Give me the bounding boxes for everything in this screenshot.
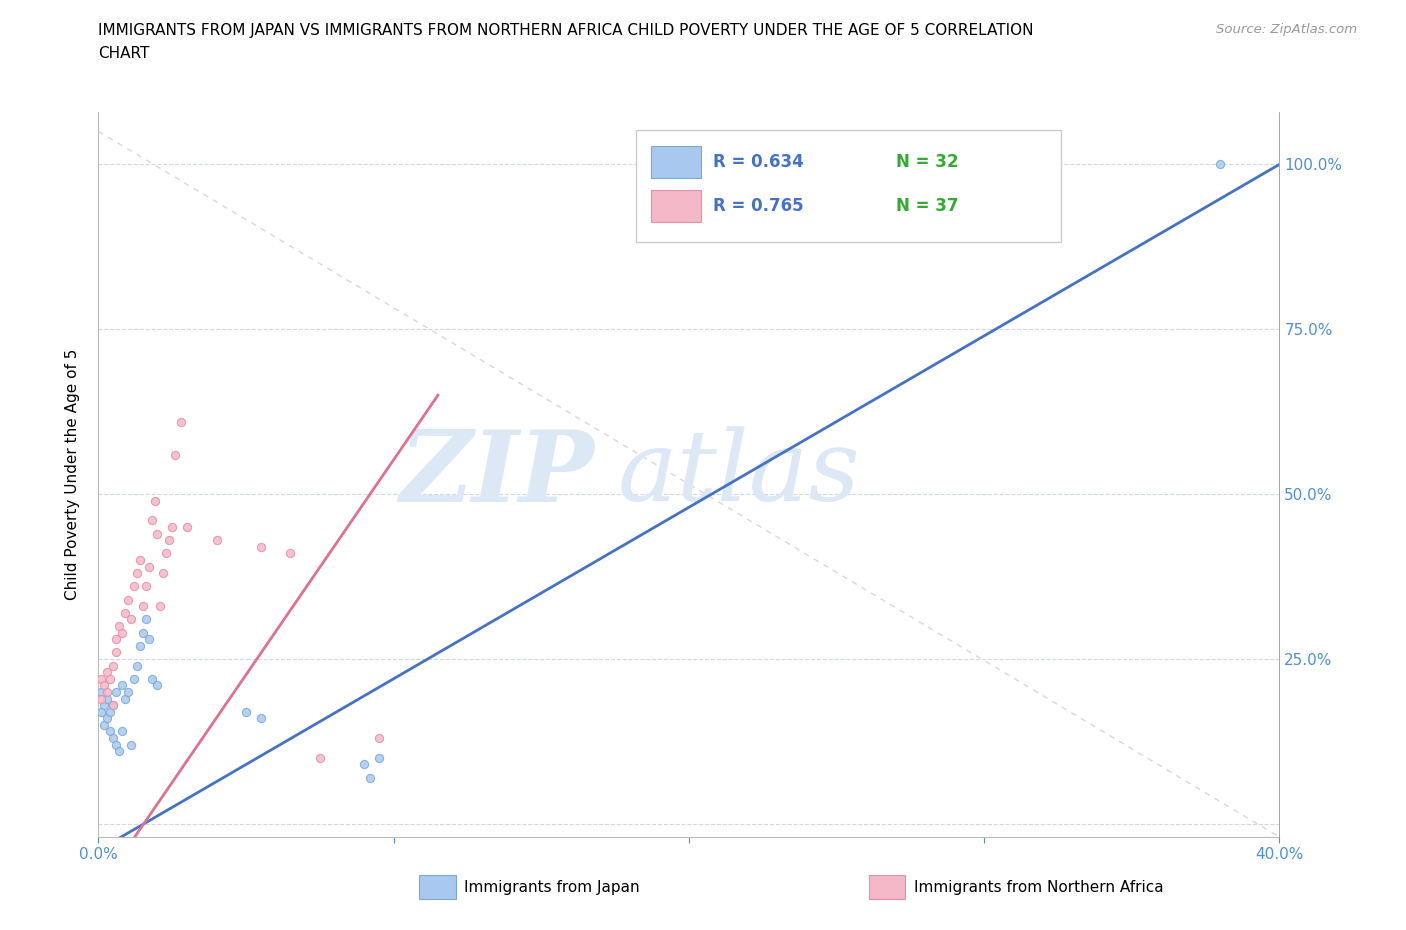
Point	[146, 526, 169, 541]
Point	[93, 698, 115, 712]
Point	[146, 678, 169, 693]
Point	[138, 631, 160, 646]
Point	[111, 625, 134, 640]
Point	[98, 671, 121, 686]
Point	[157, 533, 180, 548]
FancyBboxPatch shape	[636, 130, 1062, 242]
Text: N = 37: N = 37	[896, 197, 957, 215]
Point	[96, 665, 118, 680]
Point	[122, 671, 145, 686]
Point	[278, 546, 302, 561]
Point	[170, 414, 193, 429]
Point	[141, 513, 163, 528]
Point	[90, 671, 112, 686]
Point	[93, 678, 115, 693]
Point	[103, 658, 125, 673]
FancyBboxPatch shape	[651, 146, 700, 179]
Point	[353, 757, 375, 772]
Point	[105, 684, 128, 699]
Point	[111, 678, 134, 693]
Point	[250, 539, 273, 554]
Point	[359, 770, 381, 785]
Point	[90, 684, 112, 699]
Point	[103, 698, 125, 712]
Text: R = 0.634: R = 0.634	[713, 153, 803, 171]
Point	[96, 684, 118, 699]
Point	[143, 493, 166, 508]
Point	[93, 717, 115, 732]
Point	[125, 658, 148, 673]
Point	[165, 447, 187, 462]
Point	[250, 711, 273, 725]
Point	[117, 592, 139, 607]
Point	[108, 618, 131, 633]
Y-axis label: Child Poverty Under the Age of 5: Child Poverty Under the Age of 5	[65, 349, 80, 600]
Text: N = 32: N = 32	[896, 153, 957, 171]
Point	[155, 546, 177, 561]
Point	[105, 644, 128, 659]
Point	[120, 737, 142, 752]
Point	[135, 579, 157, 594]
Text: ZIP: ZIP	[399, 426, 595, 523]
FancyBboxPatch shape	[651, 190, 700, 222]
Point	[368, 731, 391, 746]
Point	[309, 751, 332, 765]
Text: Source: ZipAtlas.com: Source: ZipAtlas.com	[1216, 23, 1357, 36]
Point	[128, 638, 150, 653]
Text: atlas: atlas	[619, 427, 860, 522]
Point	[235, 704, 257, 719]
Point	[105, 631, 128, 646]
Point	[152, 565, 174, 580]
Point	[176, 520, 198, 535]
Point	[132, 625, 155, 640]
Text: Immigrants from Northern Africa: Immigrants from Northern Africa	[914, 880, 1164, 895]
Point	[103, 698, 125, 712]
Point	[108, 744, 131, 759]
Point	[96, 711, 118, 725]
Point	[122, 579, 145, 594]
Text: CHART: CHART	[98, 46, 150, 61]
Point	[141, 671, 163, 686]
Point	[96, 691, 118, 706]
Point	[132, 599, 155, 614]
Point	[128, 552, 150, 567]
Point	[120, 612, 142, 627]
Point	[1209, 157, 1232, 172]
Point	[103, 731, 125, 746]
Point	[117, 684, 139, 699]
Point	[114, 691, 136, 706]
Point	[114, 605, 136, 620]
Text: Immigrants from Japan: Immigrants from Japan	[464, 880, 640, 895]
Point	[149, 599, 172, 614]
Point	[90, 704, 112, 719]
Point	[111, 724, 134, 739]
Point	[98, 704, 121, 719]
Text: IMMIGRANTS FROM JAPAN VS IMMIGRANTS FROM NORTHERN AFRICA CHILD POVERTY UNDER THE: IMMIGRANTS FROM JAPAN VS IMMIGRANTS FROM…	[98, 23, 1033, 38]
Point	[135, 612, 157, 627]
Point	[138, 559, 160, 574]
Point	[205, 533, 228, 548]
Point	[90, 691, 112, 706]
Point	[368, 751, 391, 765]
Point	[105, 737, 128, 752]
Point	[98, 724, 121, 739]
Text: R = 0.765: R = 0.765	[713, 197, 803, 215]
Point	[162, 520, 183, 535]
Point	[125, 565, 148, 580]
